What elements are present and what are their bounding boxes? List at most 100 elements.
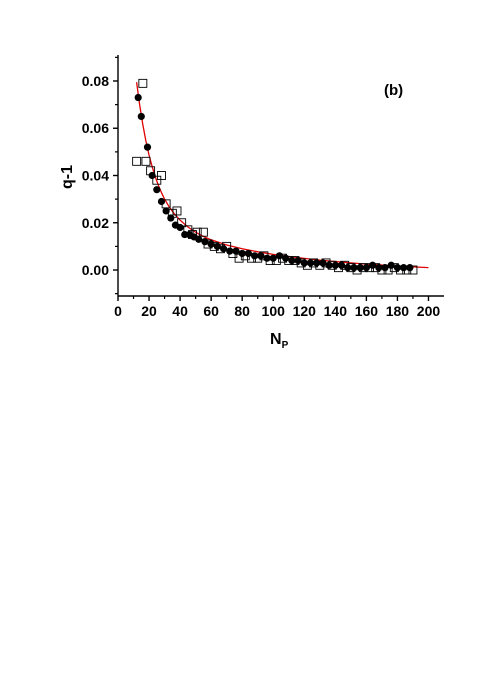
x-tick-label: 60 xyxy=(203,303,219,319)
open-square-point xyxy=(290,256,300,266)
y-tick-label: 0.02 xyxy=(82,215,109,231)
filled-circle-point xyxy=(238,249,246,258)
x-axis-title: NP xyxy=(270,331,289,351)
open-square-point xyxy=(253,253,263,263)
open-square-point xyxy=(138,78,148,88)
filled-circle-point xyxy=(269,254,277,262)
open-square-point xyxy=(132,156,142,166)
open-square-point xyxy=(203,239,213,249)
open-square-point xyxy=(172,206,182,216)
open-square-point xyxy=(383,265,393,275)
x-tick-label: 80 xyxy=(234,303,250,319)
x-tick-label: 120 xyxy=(293,303,317,319)
filled-circle-point xyxy=(263,254,271,262)
filled-circle-point xyxy=(167,214,175,222)
open-square-point xyxy=(183,225,193,235)
open-square-point xyxy=(377,265,387,275)
open-square-point xyxy=(192,227,202,237)
filled-circle-point xyxy=(313,259,321,267)
open-square-point xyxy=(209,241,219,251)
open-square-point xyxy=(371,263,381,273)
open-square-point xyxy=(278,253,288,263)
filled-circle-point xyxy=(176,223,184,232)
filled-circle-point xyxy=(226,247,234,255)
filled-circle-point xyxy=(148,171,156,180)
x-axis-title-main: N xyxy=(270,331,282,348)
x-tick-label: 160 xyxy=(355,303,379,319)
x-ticks: 0 20 40 60 80 100 120 140 160 180 200 xyxy=(114,296,440,319)
filled-circle-point xyxy=(306,259,315,267)
filled-circle-point xyxy=(143,143,152,151)
y-ticks: 0.00 0.02 0.04 0.06 0.08 xyxy=(82,56,118,295)
filled-circle-point xyxy=(153,186,161,194)
open-square-point xyxy=(321,258,331,268)
open-square-point xyxy=(389,263,399,273)
open-square-point xyxy=(177,218,187,228)
open-square-point xyxy=(228,249,238,258)
open-square-point xyxy=(141,156,151,166)
open-square-point xyxy=(188,230,197,240)
y-tick-label: 0.00 xyxy=(82,262,109,278)
filled-circle-point xyxy=(257,252,265,260)
filled-circle-point xyxy=(137,112,145,121)
filled-circle-point xyxy=(232,247,240,255)
filled-circle-point xyxy=(387,261,395,269)
open-square-point xyxy=(402,265,412,275)
filled-circle-point xyxy=(282,254,290,262)
open-square-point xyxy=(302,260,312,270)
y-tick-label: 0.08 xyxy=(82,73,109,89)
filled-circle-point xyxy=(219,245,228,253)
open-square-point xyxy=(315,260,325,270)
filled-circle-point xyxy=(393,264,402,272)
open-square-point xyxy=(152,175,162,185)
open-square-point xyxy=(340,260,350,270)
series-layer xyxy=(132,78,418,275)
filled-circle-point xyxy=(337,261,346,269)
open-square-point xyxy=(296,258,306,268)
y-tick-label: 0.06 xyxy=(82,120,109,136)
open-square-point xyxy=(352,265,362,275)
filled-circle-point xyxy=(356,264,364,272)
fit-layer xyxy=(135,82,429,269)
filled-circle-point xyxy=(207,240,215,248)
x-tick-label: 180 xyxy=(386,303,410,319)
x-tick-label: 0 xyxy=(114,303,122,319)
filled-circle-point xyxy=(294,256,302,265)
filled-circle-point xyxy=(300,259,308,267)
open-square-point xyxy=(333,263,343,273)
filled-circle-point xyxy=(325,261,333,269)
open-square-point xyxy=(234,253,244,263)
y-tick-label: 0.04 xyxy=(82,168,109,184)
open-square-point xyxy=(271,256,281,266)
open-square-point xyxy=(365,263,374,273)
open-square-point xyxy=(346,263,356,273)
open-square-point xyxy=(309,258,319,268)
filled-circle-point xyxy=(400,264,408,272)
x-tick-label: 20 xyxy=(141,303,157,319)
filled-circle-point xyxy=(213,242,221,250)
filled-circle-point xyxy=(350,264,358,272)
filled-circle-point xyxy=(368,261,377,269)
x-tick-label: 140 xyxy=(324,303,348,319)
filled-circle-point xyxy=(406,264,414,272)
open-square-point xyxy=(284,256,294,266)
fit-curve xyxy=(135,82,429,269)
open-square-point xyxy=(198,227,208,237)
filled-circle-point xyxy=(157,197,166,206)
open-square-point xyxy=(222,241,232,251)
open-square-point xyxy=(240,251,250,261)
open-square-point xyxy=(247,253,256,263)
filled-circle-point xyxy=(244,249,252,258)
filled-circle-point xyxy=(375,264,383,272)
filled-circle-point xyxy=(201,238,209,246)
x-tick-label: 40 xyxy=(172,303,188,319)
open-square-point xyxy=(327,260,337,270)
open-square-point xyxy=(396,265,405,275)
open-square-point xyxy=(408,265,418,275)
filled-circle-point xyxy=(344,264,352,272)
open-square-point xyxy=(167,208,177,218)
y-axis-title: q-1 xyxy=(59,165,76,189)
open-square-point xyxy=(358,263,368,273)
filled-circle-point xyxy=(362,264,370,272)
